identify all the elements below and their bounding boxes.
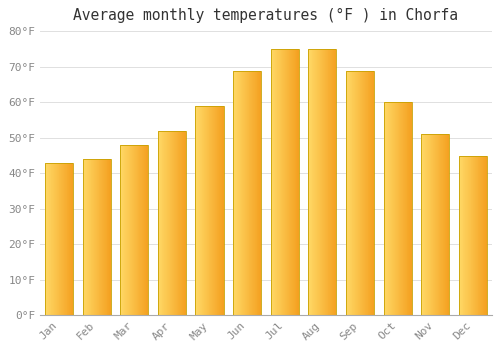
Bar (346, 70, 374, 315)
Title: Average monthly temperatures (°F ) in Chorfa: Average monthly temperatures (°F ) in Ch… (74, 8, 458, 23)
Bar (196, 106, 224, 315)
Bar (158, 131, 186, 315)
Bar (308, 49, 336, 315)
Bar (120, 145, 148, 315)
Bar (82, 159, 110, 315)
Bar (458, 156, 487, 315)
Bar (233, 70, 261, 315)
Bar (421, 134, 450, 315)
Bar (384, 103, 411, 315)
Bar (270, 49, 299, 315)
Bar (45, 163, 73, 315)
